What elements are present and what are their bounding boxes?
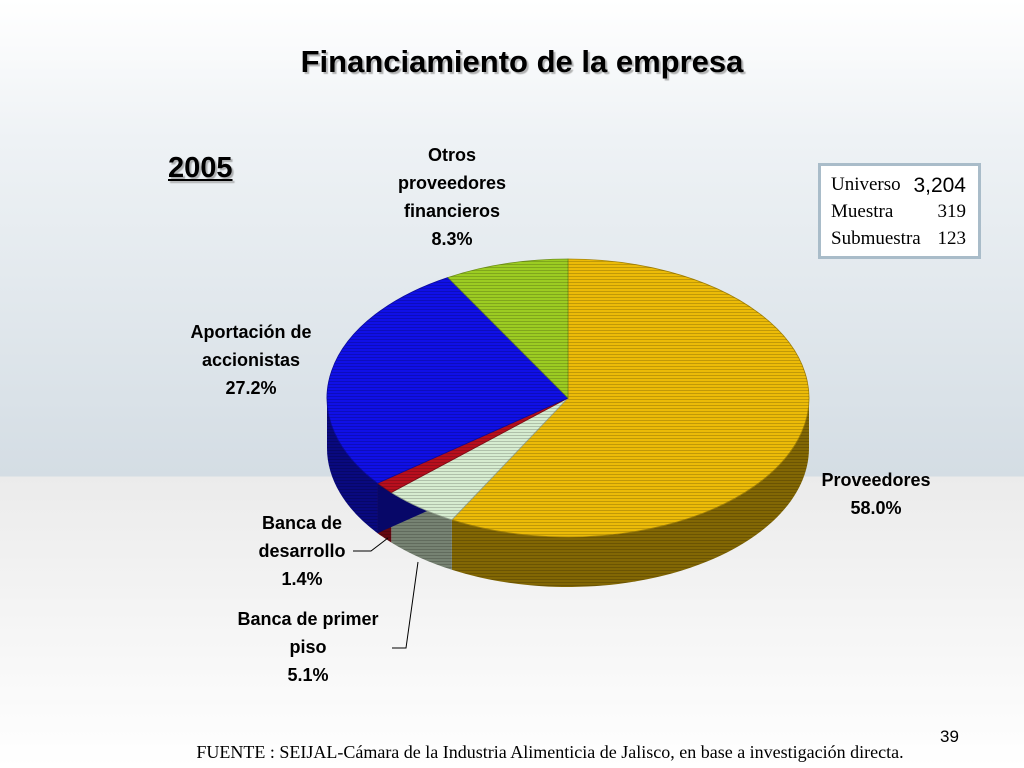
page-number: 39 [940, 727, 959, 746]
pie-slice-texture [391, 398, 568, 520]
info-value: 3,204 [913, 174, 966, 197]
info-label: Muestra [831, 201, 894, 222]
slice-value-label: 8.3% [431, 229, 472, 249]
slice-value-label: 5.1% [287, 665, 328, 685]
pie-slice-texture [447, 259, 568, 398]
info-row-universo: Universo 3,204 [831, 174, 978, 201]
info-row-muestra: Muestra 319 [831, 201, 978, 228]
info-value: 319 [937, 201, 967, 222]
slice-category-label: Otros [428, 145, 476, 165]
slice-category-label: desarrollo [258, 541, 345, 561]
pie-side-texture [327, 398, 378, 534]
slice-value-label: 58.0% [850, 498, 901, 518]
leader-line [353, 537, 389, 552]
slice-value-label: 1.4% [281, 569, 322, 589]
slice-category-label: Proveedores [821, 470, 930, 490]
year-label: 2005 [168, 152, 233, 184]
info-row-submuestra: Submuestra 123 [831, 228, 978, 255]
slide-title: Financiamiento de la empresa [300, 44, 744, 79]
slice-value-label: 27.2% [225, 378, 276, 398]
slice-category-label: Banca de primer [237, 609, 378, 629]
slice-category-label: proveedores [398, 173, 506, 193]
pie-side-texture [451, 398, 809, 587]
slice-category-label: accionistas [202, 350, 300, 370]
slice-category-label: Aportación de [190, 322, 311, 342]
leader-line [392, 561, 419, 649]
slice-category-label: Banca de [262, 513, 342, 533]
slice-category-label: financieros [404, 201, 500, 221]
info-label: Submuestra [831, 228, 921, 249]
pie-slice-texture [451, 259, 809, 537]
pie-slice-texture [377, 398, 568, 493]
slice-category-label: piso [289, 637, 326, 657]
sample-info-box: Universo 3,204 Muestra 319 Submuestra 12… [818, 163, 981, 259]
source-note: FUENTE : SEIJAL-Cámara de la Industria A… [196, 742, 904, 762]
info-value: 123 [937, 228, 967, 249]
info-label: Universo [831, 174, 901, 195]
pie-slice-texture [327, 277, 568, 484]
